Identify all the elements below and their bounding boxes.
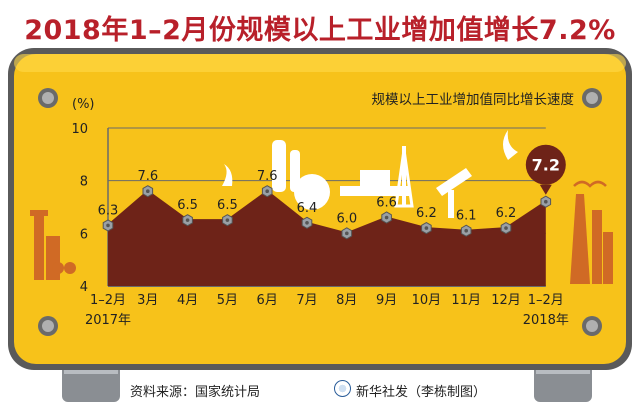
factory-silhouettes [222, 130, 518, 218]
x-tick-label: 8月 [336, 293, 357, 308]
data-label: 7.6 [137, 169, 158, 184]
data-label: 6.5 [217, 198, 238, 213]
x-tick-label: 1–2月 [90, 293, 126, 308]
year-label: 2017年 [85, 313, 131, 328]
source-note: 资料来源：国家统计局 [130, 385, 261, 400]
data-label: 6.4 [297, 201, 318, 216]
series-line [107, 189, 547, 235]
data-label: 6.2 [496, 206, 517, 221]
xinhua-logo-icon [334, 380, 351, 397]
x-tick-label: 10月 [412, 293, 442, 308]
y-axis-label: (%) [72, 97, 95, 112]
year-label: 2018年 [523, 313, 569, 328]
board-stand [62, 360, 592, 402]
board-screws [38, 88, 602, 336]
x-tick-label: 11月 [451, 293, 481, 308]
x-tick-label: 5月 [217, 293, 238, 308]
data-label: 6.5 [177, 198, 198, 213]
data-point-hole [265, 189, 270, 193]
data-label: 6.0 [336, 211, 357, 226]
y-tick-label: 6 [80, 227, 88, 242]
y-tick-label: 10 [71, 122, 88, 137]
chart-area: (%) 4 6 8 10 1–2月 3月 4月 5月 6月 7月 8月 9月 10月 11月 12月 1–2月… [71, 97, 568, 328]
data-point-hole [305, 221, 309, 225]
x-tick-label: 3月 [137, 293, 158, 308]
left-plant-decoration [30, 210, 76, 280]
data-label: 6.3 [98, 203, 119, 218]
data-label: 7.2 [532, 156, 560, 175]
y-tick-label: 8 [80, 175, 88, 190]
data-point-hole [424, 226, 429, 230]
x-tick-label: 4月 [177, 293, 198, 308]
data-point-hole [504, 226, 508, 230]
y-tick-label: 4 [80, 280, 88, 295]
data-label: 7.6 [257, 169, 278, 184]
x-tick-label: 7月 [296, 293, 317, 308]
x-tick-label: 9月 [376, 293, 397, 308]
right-plant-decoration [570, 180, 613, 284]
credit-note: 新华社发（李栋制图） [356, 385, 487, 400]
data-point-hole [185, 218, 190, 222]
data-label: 6.6 [376, 196, 397, 211]
data-point-hole [384, 215, 389, 220]
data-point-hole [544, 199, 548, 204]
data-point-hole [464, 228, 469, 233]
chart-title: 2018年1–2月份规模以上工业增加值增长7.2% [24, 15, 616, 46]
callout-pointer [539, 184, 552, 195]
x-tick-label: 12月 [491, 293, 521, 308]
data-point-hole [345, 231, 349, 236]
data-label: 6.2 [416, 206, 437, 221]
series-area [108, 191, 546, 286]
data-label: 6.1 [456, 209, 477, 224]
callout-badge [525, 144, 566, 185]
data-point-hole [106, 223, 110, 228]
data-point-hole [225, 218, 230, 222]
data-point-hole [146, 189, 150, 193]
x-tick-label: 1–2月 [528, 293, 564, 308]
legend-label: 规模以上工业增加值同比增长速度 [372, 92, 575, 108]
x-tick-label: 6月 [257, 293, 278, 308]
